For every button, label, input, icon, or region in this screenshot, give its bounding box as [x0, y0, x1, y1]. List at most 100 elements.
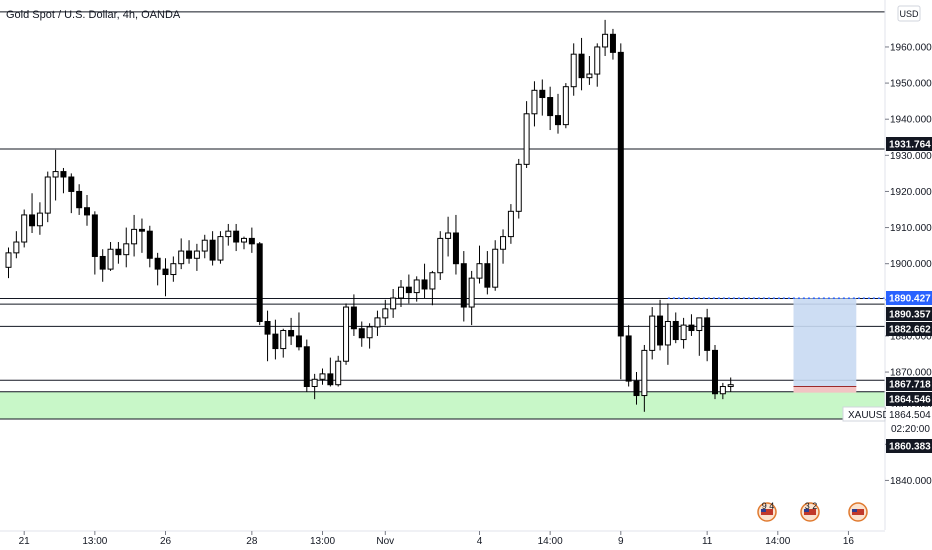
price-tick-label: 1880.000: [890, 331, 932, 342]
candle-body-63: [500, 236, 507, 250]
candle-19: [154, 252, 161, 286]
candle-67: [531, 81, 538, 127]
event-badges: 9 4 3 2: [757, 501, 868, 522]
candle-body-22: [178, 250, 185, 265]
candle-body-58: [460, 263, 467, 308]
horizontal-lines-layer: [0, 11, 885, 420]
event-count-label: 9 4: [762, 501, 775, 511]
candle-body-87: [688, 324, 695, 332]
candle-body-27: [217, 236, 224, 261]
candle-73: [578, 37, 585, 91]
candle-body-21: [170, 263, 177, 276]
candle-body-67: [531, 89, 538, 115]
candle-body-42: [335, 360, 342, 386]
candle-81: [641, 344, 648, 412]
candle-89: [704, 308, 711, 362]
time-tick-label: 26: [160, 536, 172, 547]
candle-body-80: [633, 380, 640, 397]
flag-canton-icon: [852, 509, 857, 512]
price-tag-label: 1867.718: [889, 380, 931, 391]
candle-47: [374, 310, 381, 336]
candle-body-53: [421, 279, 428, 290]
candle-body-17: [138, 228, 145, 232]
price-tag-0: [886, 291, 932, 305]
candle-body-57: [452, 232, 459, 265]
candle-16: [131, 214, 138, 257]
candle-32: [256, 242, 263, 326]
candle-body-13: [107, 248, 114, 270]
candle-body-64: [507, 210, 514, 238]
candle-3: [29, 193, 36, 233]
candle-64: [507, 204, 514, 244]
price-tag-3: [886, 137, 932, 151]
candle-77: [609, 28, 616, 60]
candle-28: [225, 223, 232, 246]
time-tick-label: 14:00: [538, 536, 563, 547]
time-axis[interactable]: 21 13:00 26 28 13:00 Nov 4 14:00 9 11 14:00 16: [19, 531, 855, 547]
candle-body-18: [146, 230, 153, 259]
candle-90: [712, 344, 718, 400]
candle-body-70: [555, 115, 561, 126]
candle-45: [358, 321, 365, 347]
time-axis-background[interactable]: [0, 531, 885, 550]
candle-body-28: [225, 230, 232, 238]
price-tick-label: 1900.000: [890, 259, 932, 270]
candle-body-88: [696, 317, 703, 332]
candle-84: [664, 303, 671, 365]
candle-body-61: [484, 263, 491, 288]
candle-body-86: [680, 324, 687, 341]
candle-body-30: [241, 237, 247, 243]
candle-body-54: [429, 272, 436, 290]
candle-60: [476, 245, 483, 284]
candle-body-0: [5, 252, 12, 268]
candle-body-38: [303, 346, 310, 388]
time-tick-label: 13:00: [82, 536, 107, 547]
candle-body-55: [437, 237, 444, 274]
candle-body-33: [264, 320, 271, 335]
candle-21: [170, 256, 177, 282]
price-tag-2: [886, 322, 932, 336]
candle-48: [382, 299, 389, 326]
currency-button[interactable]: [897, 5, 921, 22]
candle-body-66: [523, 113, 530, 165]
flag-stripe-icon: [852, 509, 864, 515]
candle-33: [264, 310, 271, 362]
candle-body-14: [115, 248, 122, 256]
candle-body-34: [272, 333, 279, 350]
candle-24: [193, 243, 200, 271]
price-tick-label: 1920.000: [890, 187, 932, 198]
candle-30: [241, 236, 247, 250]
candle-body-49: [390, 297, 397, 310]
overlay-layer: [667, 297, 885, 393]
candle-85: [672, 312, 679, 344]
economic-event-badge-2: [848, 502, 868, 522]
candle-body-56: [445, 232, 452, 239]
candle-15: [123, 227, 130, 268]
candle-body-47: [374, 317, 381, 328]
candle-body-83: [657, 315, 664, 346]
candle-body-75: [594, 46, 601, 75]
price-axis-background[interactable]: [885, 0, 932, 550]
candle-12: [99, 249, 106, 282]
candle-body-1: [13, 241, 20, 254]
candle-body-43: [343, 306, 350, 362]
candle-75: [594, 43, 601, 87]
candle-69: [547, 86, 554, 131]
time-tick-label: 4: [477, 536, 483, 547]
zones-layer: [0, 391, 885, 420]
candle-58: [460, 251, 467, 322]
price-tick-label: 1870.000: [890, 368, 932, 379]
candle-78: [617, 43, 624, 380]
flag-stripe-icon: [804, 509, 816, 515]
countdown-label: 02:20:00: [891, 424, 930, 435]
candle-body-62: [492, 248, 499, 288]
candle-body-29: [233, 230, 240, 243]
candle-body-11: [91, 214, 98, 257]
time-tick-label: 21: [19, 536, 31, 547]
candle-42: [335, 355, 342, 387]
price-tick-label: 1950.000: [890, 79, 932, 90]
candle-76: [602, 19, 609, 56]
candle-body-36: [288, 330, 295, 337]
candle-14: [115, 242, 122, 264]
